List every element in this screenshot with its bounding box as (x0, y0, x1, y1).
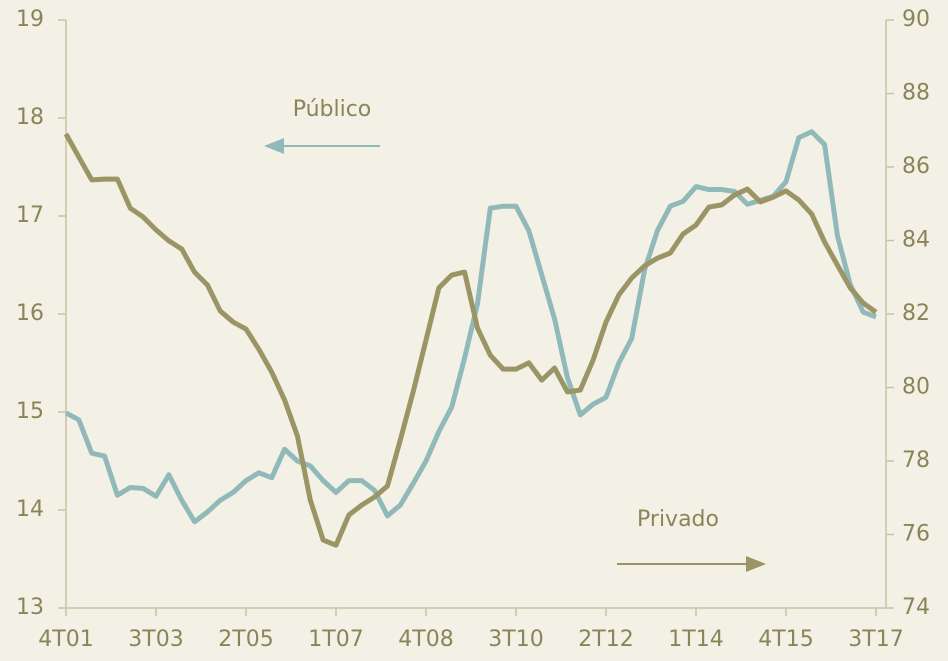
y-tick-label: 15 (16, 399, 44, 424)
x-tick-label: 1T14 (668, 627, 723, 652)
y2-tick-label: 84 (902, 228, 930, 253)
x-tick-label: 4T01 (38, 627, 93, 652)
y-tick-label: 18 (16, 105, 44, 130)
x-tick-label: 3T10 (488, 627, 543, 652)
series-line (63, 132, 878, 548)
y2-tick-label: 82 (902, 301, 930, 326)
x-tick-label: 4T08 (398, 627, 453, 652)
x-tick-label: 3T03 (128, 627, 183, 652)
x-tick-label: 2T12 (578, 627, 633, 652)
x-tick-label: 1T07 (308, 627, 363, 652)
series-label: Público (293, 97, 372, 122)
y-tick-label: 17 (16, 203, 44, 228)
series-label: Privado (637, 507, 719, 532)
x-tick-label: 3T17 (848, 627, 903, 652)
x-tick-label: 4T15 (758, 627, 813, 652)
series-line (64, 129, 877, 525)
y-tick-label: 13 (16, 595, 44, 620)
y2-tick-label: 86 (902, 154, 930, 179)
x-tick-label: 2T05 (218, 627, 273, 652)
y2-tick-label: 78 (902, 448, 930, 473)
y2-tick-label: 80 (902, 375, 930, 400)
y2-tick-label: 88 (902, 81, 930, 106)
y2-tick-label: 76 (902, 522, 930, 547)
y2-tick-label: 74 (902, 595, 930, 620)
y-tick-label: 14 (16, 497, 44, 522)
y-tick-label: 16 (16, 301, 44, 326)
y2-tick-label: 90 (902, 7, 930, 32)
y-tick-label: 19 (16, 7, 44, 32)
